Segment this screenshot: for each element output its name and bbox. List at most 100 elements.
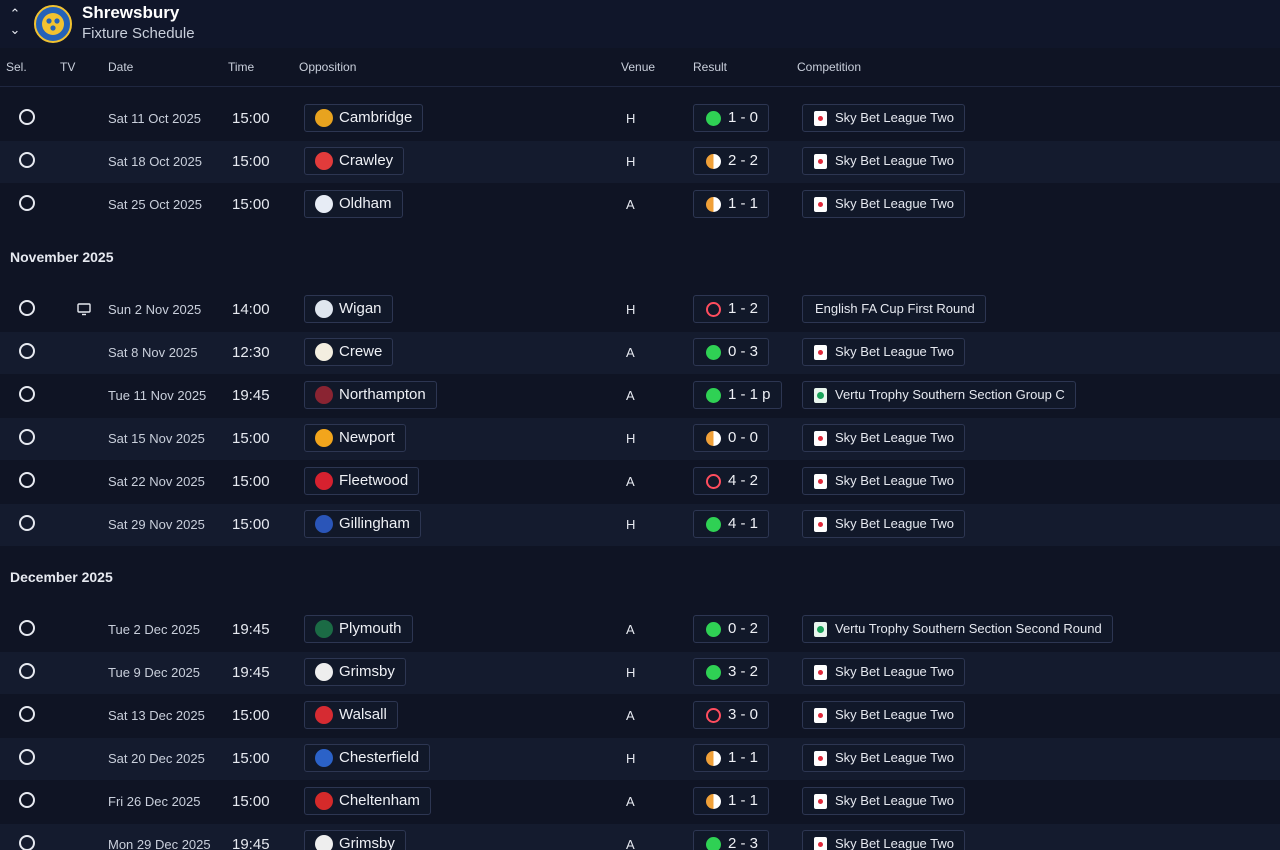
select-radio[interactable]: [19, 663, 35, 679]
col-header-date[interactable]: Date: [108, 60, 134, 74]
competition-button[interactable]: Sky Bet League Two: [802, 787, 966, 815]
result-button[interactable]: 1 - 1: [693, 190, 770, 218]
competition-button[interactable]: Sky Bet League Two: [802, 338, 966, 366]
opposition-button[interactable]: Fleetwood: [304, 467, 420, 495]
result-draw-icon: [706, 431, 721, 446]
select-radio[interactable]: [19, 749, 35, 765]
opposition-button[interactable]: Grimsby: [304, 830, 406, 850]
select-radio[interactable]: [19, 300, 35, 316]
fixture-date: Sat 11 Oct 2025: [108, 111, 201, 126]
club-name[interactable]: Shrewsbury: [82, 3, 180, 22]
column-headers: Sel. TV Date Time Opposition Venue Resul…: [0, 52, 1280, 87]
fixture-row[interactable]: Sat 25 Oct 2025 15:00 Oldham A 1 - 1 Sky Bet …: [0, 184, 1280, 226]
result-button[interactable]: 4 - 2: [693, 467, 770, 495]
result-button[interactable]: 0 - 2: [693, 615, 770, 643]
competition-name: Sky Bet League Two: [835, 430, 955, 445]
opposition-button[interactable]: Northampton: [304, 381, 437, 409]
competition-button[interactable]: Sky Bet League Two: [802, 467, 966, 495]
competition-button[interactable]: Sky Bet League Two: [802, 147, 966, 175]
fixture-row[interactable]: Sat 20 Dec 2025 15:00 Chesterfield H 1 - 1 Sk…: [0, 738, 1280, 780]
fixture-row[interactable]: Sat 13 Dec 2025 15:00 Walsall A 3 - 0 Sky Bet…: [0, 695, 1280, 737]
opposition-button[interactable]: Walsall: [304, 701, 398, 729]
select-radio[interactable]: [19, 152, 35, 168]
opposition-name: Plymouth: [339, 620, 402, 637]
competition-button[interactable]: Sky Bet League Two: [802, 701, 966, 729]
competition-name: Sky Bet League Two: [835, 664, 955, 679]
competition-button[interactable]: Sky Bet League Two: [802, 658, 966, 686]
select-radio[interactable]: [19, 429, 35, 445]
result-button[interactable]: 0 - 3: [693, 338, 770, 366]
select-radio[interactable]: [19, 620, 35, 636]
col-header-venue[interactable]: Venue: [621, 60, 656, 74]
select-radio[interactable]: [19, 195, 35, 211]
competition-button[interactable]: Sky Bet League Two: [802, 510, 966, 538]
select-radio[interactable]: [19, 792, 35, 808]
select-radio[interactable]: [19, 706, 35, 722]
fixture-row[interactable]: Tue 9 Dec 2025 19:45 Grimsby H 3 - 2 Sky Bet …: [0, 652, 1280, 694]
result-button[interactable]: 2 - 3: [693, 830, 770, 850]
opposition-crest-icon: [315, 472, 333, 490]
result-button[interactable]: 2 - 2: [693, 147, 770, 175]
select-radio[interactable]: [19, 835, 35, 850]
opposition-button[interactable]: Wigan: [304, 295, 393, 323]
fixture-row[interactable]: Sat 8 Nov 2025 12:30 Crewe A 0 - 3 Sky Bet Le…: [0, 332, 1280, 374]
chevron-down-icon[interactable]: ⌄: [9, 22, 21, 37]
select-radio[interactable]: [19, 343, 35, 359]
opposition-button[interactable]: Cheltenham: [304, 787, 431, 815]
opposition-button[interactable]: Plymouth: [304, 615, 413, 643]
fixture-row[interactable]: Sat 29 Nov 2025 15:00 Gillingham H 4 - 1 Sky …: [0, 504, 1280, 546]
fixture-row[interactable]: Fri 26 Dec 2025 15:00 Cheltenham A 1 - 1 Sky …: [0, 781, 1280, 823]
opposition-button[interactable]: Crewe: [304, 338, 394, 366]
venue-label: H: [626, 751, 636, 766]
opposition-button[interactable]: Crawley: [304, 147, 405, 175]
chevron-up-icon[interactable]: ⌃: [9, 6, 21, 21]
result-button[interactable]: 3 - 0: [693, 701, 770, 729]
fixture-row[interactable]: Sat 18 Oct 2025 15:00 Crawley H 2 - 2 Sky Bet…: [0, 141, 1280, 183]
opposition-crest-icon: [315, 429, 333, 447]
select-radio[interactable]: [19, 109, 35, 125]
result-button[interactable]: 1 - 1: [693, 744, 770, 772]
result-button[interactable]: 4 - 1: [693, 510, 770, 538]
competition-button[interactable]: English FA Cup First Round: [802, 295, 986, 323]
competition-button[interactable]: Sky Bet League Two: [802, 744, 966, 772]
competition-button[interactable]: Sky Bet League Two: [802, 830, 966, 850]
col-header-opposition[interactable]: Opposition: [299, 60, 357, 74]
select-radio[interactable]: [19, 386, 35, 402]
result-button[interactable]: 1 - 0: [693, 104, 770, 132]
competition-button[interactable]: Sky Bet League Two: [802, 190, 966, 218]
fixture-time: 19:45: [232, 387, 270, 404]
col-header-sel[interactable]: Sel.: [6, 60, 27, 74]
competition-button[interactable]: Vertu Trophy Southern Section Group C: [802, 381, 1076, 409]
fixture-row[interactable]: Sat 22 Nov 2025 15:00 Fleetwood A 4 - 2 Sky B…: [0, 461, 1280, 503]
opposition-button[interactable]: Cambridge: [304, 104, 424, 132]
fixture-row[interactable]: Tue 2 Dec 2025 19:45 Plymouth A 0 - 2 Vertu T…: [0, 609, 1280, 651]
fixture-row[interactable]: Mon 29 Dec 2025 19:45 Grimsby A 2 - 3 Sky Bet…: [0, 824, 1280, 850]
competition-button[interactable]: Sky Bet League Two: [802, 104, 966, 132]
result-button[interactable]: 3 - 2: [693, 658, 770, 686]
opposition-name: Crawley: [339, 152, 394, 169]
select-radio[interactable]: [19, 472, 35, 488]
result-button[interactable]: 1 - 2: [693, 295, 770, 323]
competition-league-icon: [814, 345, 827, 360]
col-header-result[interactable]: Result: [693, 60, 728, 74]
competition-button[interactable]: Vertu Trophy Southern Section Second Rou…: [802, 615, 1113, 643]
opposition-button[interactable]: Grimsby: [304, 658, 406, 686]
result-button[interactable]: 1 - 1: [693, 787, 770, 815]
fixture-row[interactable]: Sat 11 Oct 2025 15:00 Cambridge H 1 - 0 Sky B…: [0, 98, 1280, 140]
result-button[interactable]: 1 - 1 p: [693, 381, 782, 409]
fixture-row[interactable]: Tue 11 Nov 2025 19:45 Northampton A 1 - 1 p V…: [0, 375, 1280, 417]
opposition-button[interactable]: Gillingham: [304, 510, 421, 538]
opposition-button[interactable]: Oldham: [304, 190, 403, 218]
result-button[interactable]: 0 - 0: [693, 424, 770, 452]
fixture-row[interactable]: Sat 15 Nov 2025 15:00 Newport H 0 - 0 Sky Bet…: [0, 418, 1280, 460]
col-header-competition[interactable]: Competition: [797, 60, 862, 74]
col-header-tv[interactable]: TV: [60, 60, 76, 74]
fixture-list: Sat 11 Oct 2025 15:00 Cambridge H 1 - 0 Sky B…: [0, 86, 1280, 850]
select-radio[interactable]: [19, 515, 35, 531]
opposition-name: Grimsby: [339, 663, 395, 680]
competition-button[interactable]: Sky Bet League Two: [802, 424, 966, 452]
opposition-button[interactable]: Newport: [304, 424, 406, 452]
fixture-row[interactable]: Sun 2 Nov 2025 14:00 Wigan H 1 - 2 English FA…: [0, 289, 1280, 331]
col-header-time[interactable]: Time: [228, 60, 255, 74]
opposition-button[interactable]: Chesterfield: [304, 744, 431, 772]
